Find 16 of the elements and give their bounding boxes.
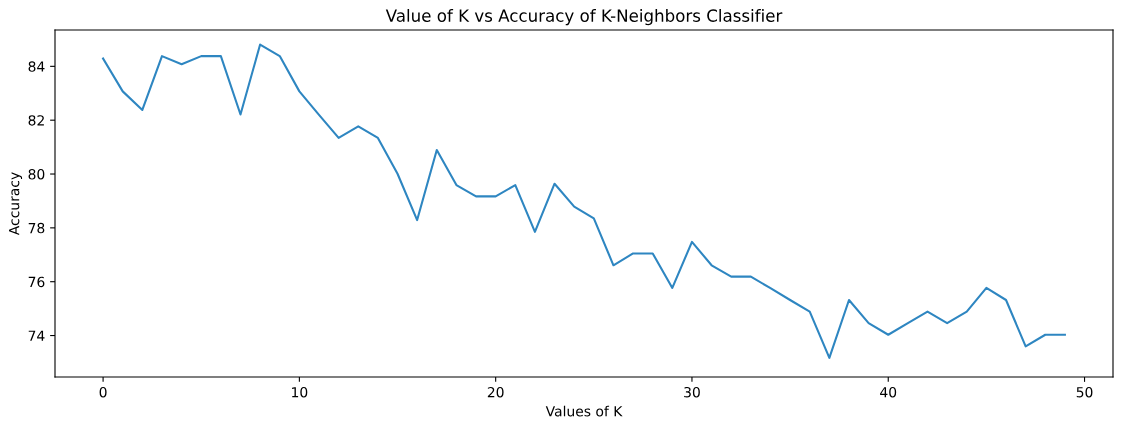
y-tick-label: 84 (28, 61, 45, 72)
y-tick-label: 80 (28, 168, 45, 180)
y-tick-label: 74 (28, 330, 45, 341)
x-tick-label: 0 (99, 386, 107, 398)
y-tick-label: 76 (28, 276, 45, 288)
x-tick-label: 20 (487, 386, 504, 398)
y-tick-label: 78 (28, 222, 45, 234)
y-axis-title: Accuracy (9, 172, 23, 236)
chart-title: Value of K vs Accuracy of K-Neighbors Classifier (385, 9, 783, 26)
line-series (102, 43, 1066, 359)
x-tick-label: 30 (684, 386, 700, 398)
y-tick-label: 82 (28, 115, 44, 126)
x-tick-label: 50 (1076, 386, 1093, 398)
x-tick-label: 10 (292, 386, 308, 398)
x-tick-label: 40 (880, 386, 897, 398)
x-axis-title: Values of K (545, 405, 623, 417)
